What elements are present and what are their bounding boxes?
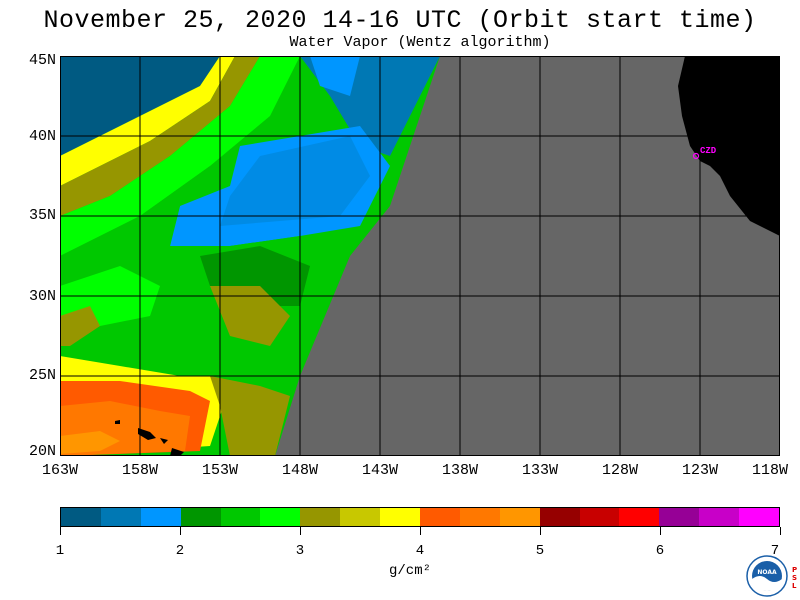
lon-label: 163W [41, 462, 78, 479]
island-big [170, 448, 184, 456]
colorbar-swatch [499, 508, 540, 526]
lat-label: 40N [28, 128, 56, 145]
colorbar-tick-mark [180, 527, 181, 535]
lon-label: 133W [521, 462, 558, 479]
colorbar-swatch [380, 508, 421, 526]
noaa-logo: NOAA [746, 555, 788, 597]
lon-label: 148W [281, 462, 318, 479]
lon-label: 118W [751, 462, 788, 479]
station-label: CZD [700, 146, 717, 156]
colorbar-tick-mark [660, 527, 661, 535]
colorbar-tick-mark [420, 527, 421, 535]
lat-label: 25N [28, 367, 56, 384]
lon-label: 128W [601, 462, 638, 479]
vapor-band-green-nw [60, 56, 300, 256]
colorbar-swatch [300, 508, 341, 526]
vapor-patch-olive-w [60, 306, 100, 346]
vapor-region-blue-central [220, 136, 370, 226]
colorbar-swatch [140, 508, 181, 526]
vapor-region-orange3-s [60, 431, 120, 454]
colorbar-swatch [459, 508, 500, 526]
island-kauai [115, 420, 120, 424]
colorbar-swatch [61, 508, 101, 526]
lon-label: 158W [121, 462, 158, 479]
colorbar-swatch [619, 508, 660, 526]
vapor-patch-olive-c [210, 286, 290, 346]
colorbar-swatch [260, 508, 301, 526]
vapor-band-yellow-nw [60, 56, 235, 186]
lat-label: 30N [28, 288, 56, 305]
colorbar [60, 507, 780, 527]
colorbar-tick-mark [300, 527, 301, 535]
colorbar-tick-mark [780, 527, 781, 535]
lat-label: 45N [28, 52, 56, 69]
map-canvas [60, 56, 780, 456]
lat-label: 35N [28, 207, 56, 224]
colorbar-swatch [100, 508, 141, 526]
colorbar-tick-mark [540, 527, 541, 535]
island-oahu [138, 428, 156, 440]
vapor-band-olive-s [210, 376, 290, 456]
colorbar-swatch [420, 508, 460, 526]
page-subtitle: Water Vapor (Wentz algorithm) [289, 34, 551, 51]
lon-label: 123W [681, 462, 718, 479]
colorbar-swatch [739, 508, 780, 526]
lon-label: 138W [441, 462, 478, 479]
colorbar-tick-label: 2 [175, 543, 185, 559]
colorbar-swatch [699, 508, 740, 526]
colorbar-swatch [340, 508, 381, 526]
colorbar-tick-label: 5 [535, 543, 545, 559]
logo-text: NOAA [757, 569, 777, 576]
colorbar-tick-label: 4 [415, 543, 425, 559]
colorbar-tick-label: 1 [55, 543, 65, 559]
colorbar-units: g/cm² [388, 563, 431, 579]
lon-label: 143W [361, 462, 398, 479]
colorbar-tick-label: 6 [655, 543, 665, 559]
colorbar-tick-mark [60, 527, 61, 535]
colorbar-swatch [539, 508, 580, 526]
vapor-region-lightblue-north [310, 56, 360, 96]
land-west-coast [678, 56, 780, 236]
colorbar-tick-label: 3 [295, 543, 305, 559]
colorbar-swatch [659, 508, 700, 526]
colorbar-swatch [220, 508, 261, 526]
colorbar-swatch [180, 508, 221, 526]
island-molokai [160, 438, 168, 444]
lat-label: 20N [28, 443, 56, 460]
lat-lon-grid [60, 56, 780, 456]
page-title: November 25, 2020 14-16 UTC (Orbit start… [43, 6, 757, 35]
colorbar-tick-label: 7 [770, 543, 780, 559]
water-vapor-map [60, 56, 780, 456]
lon-label: 153W [201, 462, 238, 479]
colorbar-swatch [579, 508, 620, 526]
station-marker [692, 152, 700, 160]
